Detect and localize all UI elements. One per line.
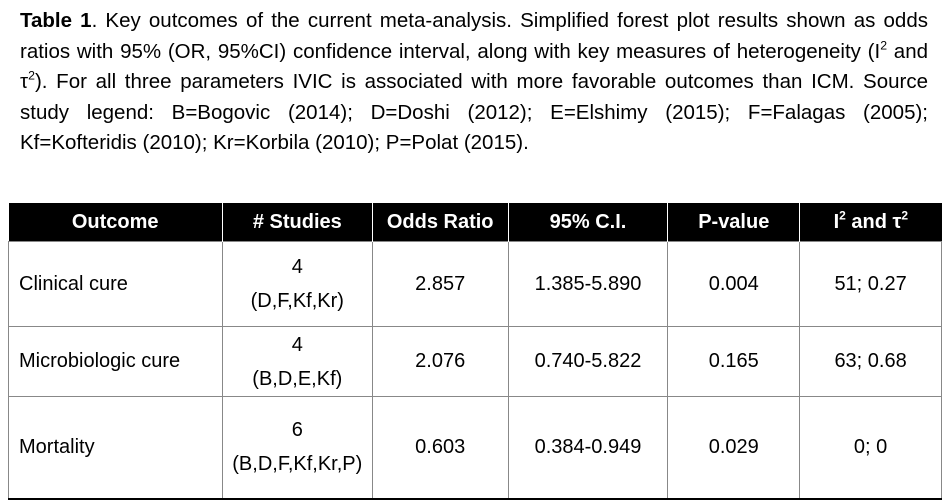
cell-line: 4: [291, 333, 303, 356]
outcome-cell: Microbiologic cure: [8, 326, 223, 397]
caption-label: Table 1: [20, 9, 92, 32]
value-cell: 0.004: [667, 241, 801, 327]
text-part: ). For all three parameters IVIC is asso…: [20, 70, 928, 154]
header-cell: 95% C.I.: [507, 203, 668, 242]
table-body: Clinical cure 4 (D,F,Kf,Kr) 2.857 1.385-5.89…: [8, 241, 942, 499]
page: Table 1. Key outcomes of the current met…: [8, 6, 942, 500]
value-cell: 0.603: [371, 396, 509, 499]
cell-line: 4: [291, 256, 303, 278]
cell-line: (D,F,Kf,Kr): [250, 290, 344, 312]
value-cell: 0; 0: [799, 396, 942, 499]
value-cell: 0.384-0.949: [507, 396, 669, 499]
studies-cell: 6 (B,D,F,Kf,Kr,P): [221, 396, 373, 499]
cell-line: (B,D,E,Kf): [252, 367, 343, 390]
header-cell: P-value: [667, 203, 800, 242]
value-cell: 63; 0.68: [799, 326, 942, 397]
header-cell: Outcome: [8, 203, 223, 242]
text-part: and τ: [20, 39, 928, 94]
value-cell: 0.165: [667, 326, 801, 397]
superscript: 2: [880, 37, 888, 52]
superscript: 2: [28, 68, 35, 83]
header-row: Outcome # Studies Odds Ratio 95% C.I. P-valu…: [8, 203, 942, 242]
outcomes-table: Outcome # Studies Odds Ratio 95% C.I. P-valu…: [8, 203, 942, 500]
value-cell: 0.029: [667, 396, 801, 499]
table-row: Microbiologic cure 4 (B,D,E,Kf) 2.076 0.740-…: [8, 326, 942, 397]
studies-cell: 4 (D,F,Kf,Kr): [221, 241, 373, 327]
value-cell: 2.857: [371, 241, 509, 327]
header-cell: Odds Ratio: [371, 203, 509, 242]
outcome-cell: Clinical cure: [8, 241, 223, 327]
caption: Table 1. Key outcomes of the current met…: [20, 6, 928, 159]
value-cell: 1.385-5.890: [507, 241, 669, 327]
superscript: 2: [901, 208, 909, 223]
value-cell: 0.740-5.822: [507, 326, 669, 397]
text-part: . Key outcomes of the current meta-analy…: [20, 9, 928, 63]
cell-line: 6: [291, 419, 303, 442]
value-cell: 51; 0.27: [799, 241, 942, 327]
table-row: Mortality 6 (B,D,F,Kf,Kr,P) 0.603 0.384-0.94…: [8, 396, 942, 499]
superscript: 2: [839, 208, 846, 223]
cell-line: (B,D,F,Kf,Kr,P): [232, 453, 363, 476]
studies-cell: 4 (B,D,E,Kf): [221, 326, 373, 397]
text-part: I: [833, 210, 840, 233]
text-part: and τ: [845, 210, 902, 233]
table-row: Clinical cure 4 (D,F,Kf,Kr) 2.857 1.385-5.89…: [8, 241, 942, 327]
outcome-cell: Mortality: [8, 396, 223, 499]
value-cell: 2.076: [371, 326, 509, 397]
header-cell: # Studies: [221, 203, 373, 242]
header-cell: I2 and τ2: [799, 203, 942, 242]
